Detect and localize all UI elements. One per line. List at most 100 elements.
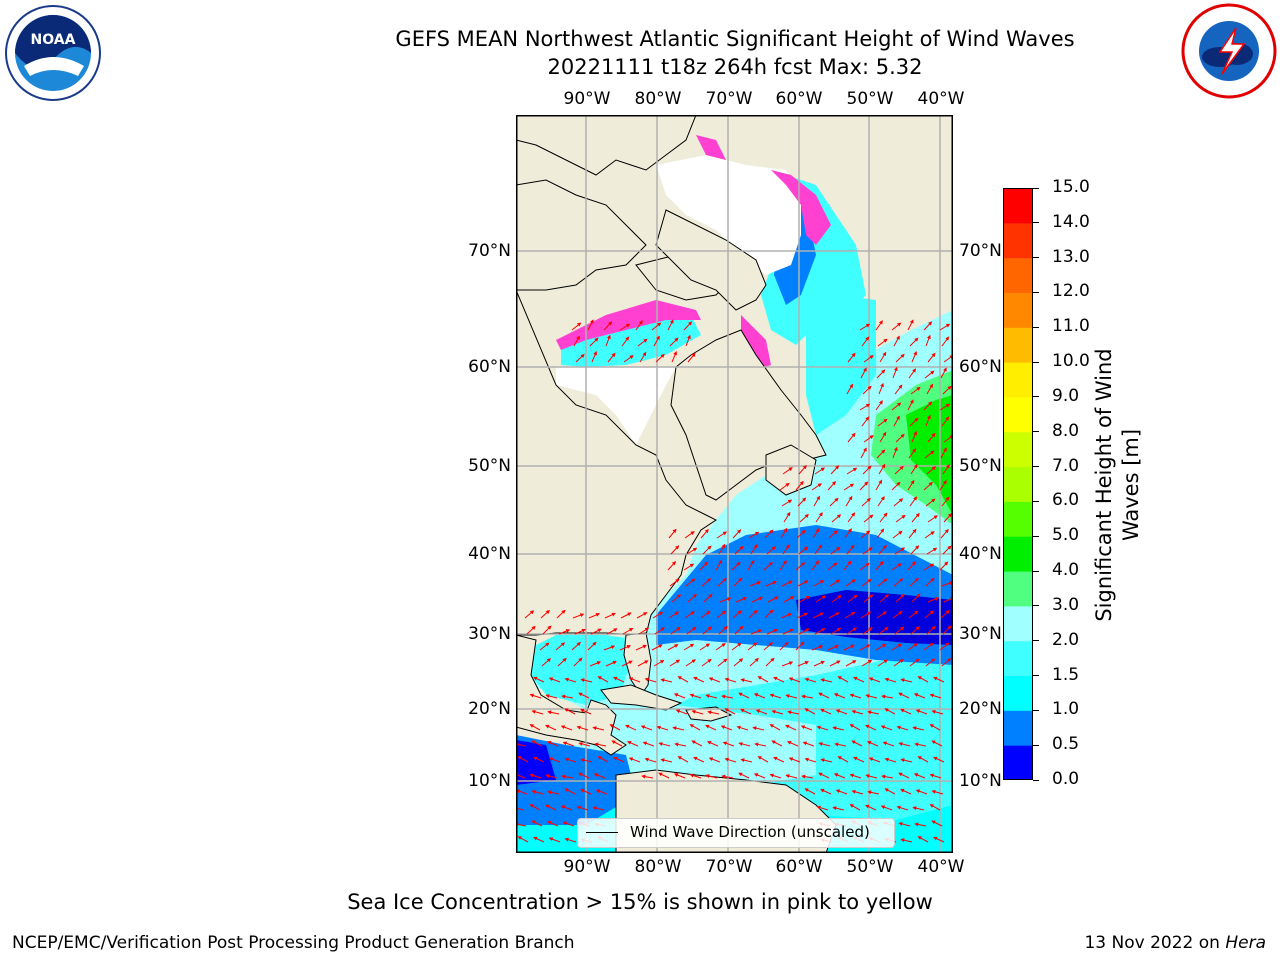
wind-wave-arrow: [653, 659, 665, 667]
wind-wave-arrow: [861, 659, 873, 667]
wind-wave-arrow: [719, 597, 732, 603]
colorbar-label-line2: Waves [m]: [1119, 428, 1143, 542]
wind-wave-arrow: [835, 709, 848, 715]
wind-wave-arrow: [578, 692, 590, 699]
chart-title: GEFS MEAN Northwest Atlantic Significant…: [395, 27, 1075, 51]
wind-wave-arrow: [833, 693, 846, 699]
wind-wave-arrow: [881, 694, 894, 699]
wind-wave-arrow: [927, 352, 936, 363]
wind-wave-arrow: [939, 403, 951, 411]
wind-wave-arrow: [908, 448, 917, 459]
wind-wave-arrow: [812, 527, 820, 539]
wind-wave-arrow: [876, 369, 886, 379]
wind-wave-arrow: [564, 708, 576, 715]
wind-wave-arrow: [892, 446, 898, 459]
wind-wave-arrow: [765, 657, 775, 667]
wind-wave-arrow: [797, 580, 809, 587]
wind-wave-arrow: [814, 467, 826, 475]
wind-wave-arrow: [813, 495, 821, 507]
wind-wave-arrow: [924, 610, 935, 619]
wind-wave-arrow: [907, 319, 914, 331]
wind-wave-arrow: [900, 788, 912, 795]
wind-wave-arrow: [877, 496, 885, 507]
wind-wave-arrow: [655, 353, 665, 363]
colorbar-tick-label: 0.5: [1052, 734, 1080, 755]
wind-wave-arrow: [893, 659, 904, 667]
wind-wave-arrow: [893, 335, 900, 347]
wind-wave-arrow: [779, 482, 790, 491]
lon-label-bottom: 70°W: [705, 857, 753, 877]
wind-wave-arrow: [683, 321, 693, 331]
wind-wave-arrow: [555, 642, 566, 651]
wind-wave-arrow: [589, 337, 599, 347]
wind-wave-arrow: [670, 626, 681, 635]
wind-wave-arrow: [859, 323, 871, 331]
wind-wave-arrow: [547, 790, 560, 795]
wind-wave-arrow: [740, 678, 753, 683]
wind-wave-arrow: [863, 355, 874, 363]
wind-wave-arrow: [851, 740, 863, 747]
wind-wave-arrow: [693, 676, 705, 683]
wind-wave-arrow: [738, 772, 750, 779]
wind-wave-arrow: [942, 385, 952, 395]
wind-wave-arrow: [684, 611, 695, 619]
wind-wave-arrow: [547, 710, 560, 715]
wind-wave-arrow: [941, 658, 952, 667]
wind-wave-arrow: [660, 758, 673, 763]
wind-wave-arrow: [638, 627, 650, 635]
colorbar-segment: [1003, 605, 1033, 642]
wind-wave-arrow: [738, 742, 751, 747]
wind-wave-direction-arrows: [516, 319, 953, 843]
wind-wave-arrow: [877, 578, 888, 587]
wind-wave-arrow: [879, 594, 890, 603]
wind-wave-arrow: [891, 322, 902, 331]
lon-label-top: 40°W: [917, 89, 965, 109]
footer-date-text: 13 Nov 2022 on: [1084, 933, 1226, 953]
wind-wave-arrow: [926, 383, 934, 395]
wind-wave-arrow: [689, 773, 702, 779]
wind-wave-arrow: [898, 742, 911, 747]
wind-wave-arrow: [763, 642, 774, 651]
wind-wave-arrow: [783, 511, 791, 523]
wind-wave-arrow: [626, 741, 639, 747]
wind-wave-arrow: [533, 676, 545, 683]
national-weather-service-logo: [1181, 3, 1277, 99]
lat-label-right: 60°N: [959, 357, 1002, 377]
wind-wave-arrow: [722, 741, 735, 747]
wind-wave-arrow: [564, 677, 577, 683]
wind-wave-arrow: [529, 773, 542, 779]
lon-label-top: 70°W: [705, 89, 753, 109]
wind-wave-arrow: [651, 644, 663, 651]
wind-wave-arrow: [896, 805, 909, 811]
wind-wave-arrow: [685, 578, 696, 587]
wind-wave-arrow: [597, 756, 609, 763]
wind-wave-arrow: [707, 710, 720, 715]
wind-wave-arrow: [804, 757, 817, 763]
colorbar-tick-label: 10.0: [1052, 351, 1090, 372]
wind-wave-arrow: [740, 708, 752, 715]
wind-wave-arrow: [531, 789, 544, 795]
wind-wave-arrow: [540, 609, 550, 619]
wind-wave-arrow: [909, 658, 920, 667]
wind-wave-arrow: [691, 709, 704, 715]
wind-wave-arrow: [804, 708, 816, 715]
wind-wave-arrow: [619, 323, 631, 331]
wind-wave-arrow: [717, 658, 728, 667]
wind-wave-arrow: [845, 495, 853, 507]
wind-wave-arrow: [844, 528, 852, 539]
lat-label-right: 50°N: [959, 456, 1002, 476]
wind-wave-arrow: [788, 677, 801, 683]
wind-wave-arrow: [929, 724, 941, 731]
wind-wave-arrow: [653, 335, 660, 347]
colorbar-tick-mark: [1033, 640, 1039, 642]
wind-wave-arrow: [898, 692, 910, 699]
colorbar-tick-label: 0.0: [1052, 769, 1080, 789]
wind-wave-arrow: [606, 628, 618, 635]
wind-wave-arrow: [843, 560, 852, 571]
wind-wave-arrow: [909, 337, 919, 347]
wind-wave-arrow: [879, 512, 888, 523]
wind-wave-arrow: [859, 403, 871, 411]
wind-wave-arrow: [753, 773, 766, 779]
noaa-logo: NOAA: [5, 5, 101, 101]
wind-wave-arrow: [628, 677, 641, 683]
